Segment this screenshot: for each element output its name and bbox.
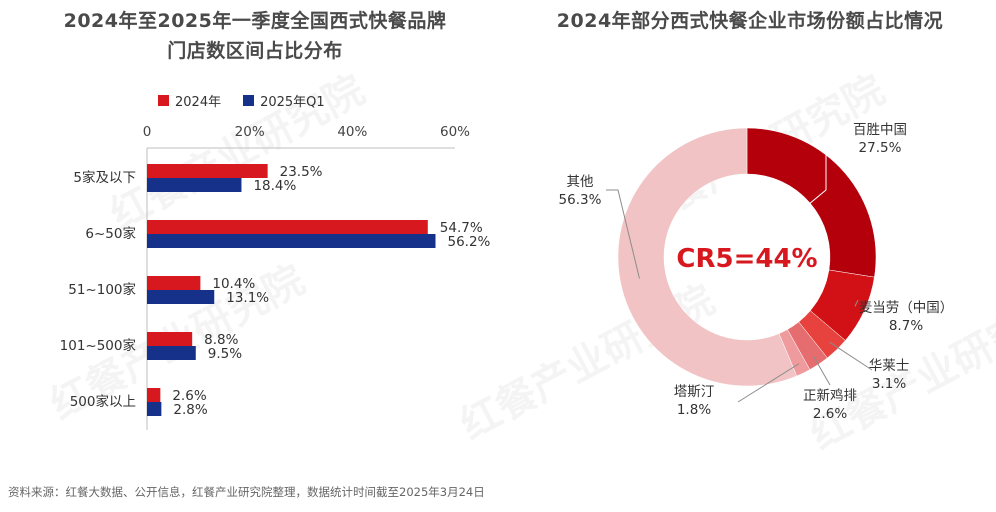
footer-source: 资料来源：红餐大数据、公开信息，红餐产业研究院整理，数据统计时间截至2025年3…	[8, 485, 485, 499]
legend-swatch-2024	[158, 95, 169, 106]
slice-value-label-5: 56.3%	[559, 192, 602, 208]
watermark-4: 红餐产业研究院	[103, 67, 372, 239]
bar-value-label-1-2: 13.1%	[226, 290, 269, 306]
legend-item-2025q1: 2025年Q1	[243, 91, 325, 110]
bar-value-label-0-4: 2.6%	[172, 388, 206, 404]
bar-1-0	[147, 178, 242, 192]
donut-center-label: CR5=44%	[676, 244, 817, 274]
legend-label-2025q1: 2025年Q1	[260, 95, 325, 110]
category-label-4: 500家以上	[70, 393, 136, 410]
leader-line-2	[829, 341, 873, 371]
leader-line-4	[737, 363, 800, 403]
bar-value-label-0-3: 8.8%	[204, 332, 238, 348]
bar-value-label-1-3: 9.5%	[208, 346, 242, 362]
slice-value-label-3: 2.6%	[813, 406, 847, 422]
category-label-0: 5家及以下	[73, 169, 136, 186]
bar-1-1	[147, 234, 436, 248]
category-label-1: 6~50家	[85, 225, 136, 242]
legend-label-2024: 2024年	[175, 95, 222, 110]
left-chart-title-line1: 2024年至2025年一季度全国西式快餐品牌	[63, 10, 447, 32]
leader-line-5	[606, 189, 640, 279]
slice-name-label-4: 塔斯汀	[674, 384, 715, 400]
leader-line-3	[812, 355, 831, 386]
leader-line-1	[854, 299, 859, 307]
slice-value-label-1: 8.7%	[889, 318, 923, 334]
slice-value-label-0: 27.5%	[859, 140, 902, 156]
bar-value-label-1-1: 56.2%	[447, 234, 490, 250]
slice-value-label-2: 3.1%	[872, 376, 906, 392]
slice-name-label-5: 其他	[567, 174, 594, 190]
legend-item-2024: 2024年	[158, 91, 221, 110]
donut-slice-5	[617, 127, 798, 387]
x-tick-label-0: 0	[143, 124, 152, 140]
legend-swatch-2025q1	[243, 95, 255, 106]
bar-value-label-0-2: 10.4%	[212, 276, 255, 292]
category-label-3: 101~500家	[60, 337, 137, 354]
right-chart-title: 2024年部分西式快餐企业市场份额占比情况	[556, 10, 944, 32]
left-chart-title: 2024年至2025年一季度全国西式快餐品牌 门店数区间占比分布	[20, 6, 490, 66]
slice-value-label-4: 1.8%	[677, 402, 711, 418]
bar-0-1	[147, 220, 428, 234]
x-tick-label-2: 40%	[337, 124, 367, 140]
slice-name-label-3: 正新鸡排	[803, 387, 857, 404]
bar-value-label-0-0: 23.5%	[280, 164, 323, 180]
bar-1-3	[147, 346, 196, 360]
bar-0-0	[147, 164, 268, 178]
slice-name-label-0: 百胜中国	[853, 122, 907, 138]
bar-value-label-1-4: 2.8%	[173, 402, 207, 418]
bar-value-label-1-0: 18.4%	[253, 178, 296, 194]
leader-line-0	[807, 152, 827, 206]
bar-0-2	[147, 276, 201, 290]
slice-name-label-1: 麦当劳（中国）	[859, 300, 954, 316]
left-chart-title-line2: 门店数区间占比分布	[167, 40, 343, 62]
x-tick-label-1: 20%	[235, 124, 265, 140]
bar-1-2	[147, 290, 215, 304]
bar-legend: 2024年 2025年Q1	[158, 91, 325, 110]
bar-0-4	[147, 388, 161, 402]
slice-name-label-2: 华莱士	[869, 358, 910, 374]
x-tick-label-3: 60%	[440, 124, 470, 140]
bar-1-4	[147, 402, 162, 416]
bar-0-3	[147, 332, 193, 346]
bar-value-label-0-1: 54.7%	[440, 220, 483, 236]
category-label-2: 51~100家	[68, 281, 136, 298]
